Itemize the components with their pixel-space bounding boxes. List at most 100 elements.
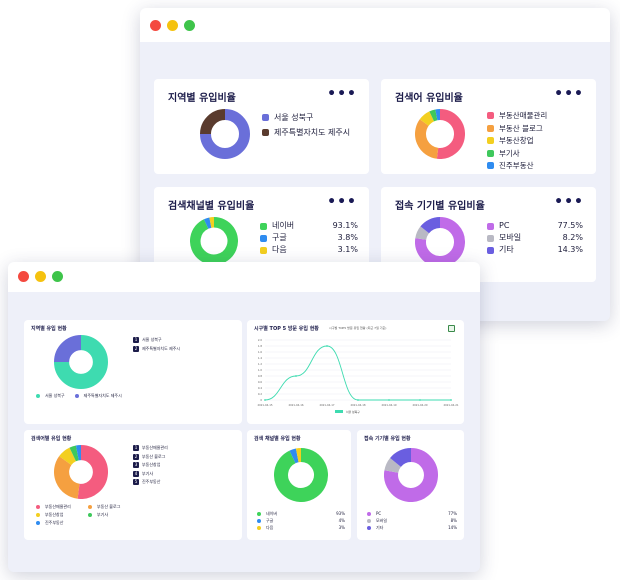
donut-slice (77, 445, 108, 499)
legend-swatch (487, 112, 494, 120)
legend-item: 서울 성북구 (36, 393, 65, 399)
legend-item: 구글 3.8% (260, 232, 358, 244)
legend-swatch (487, 222, 494, 230)
data-point[interactable] (326, 345, 328, 347)
legend-item: 기타 14.3% (487, 244, 583, 256)
donut-slice (415, 119, 439, 159)
card-title: 검색어 유입비율 (395, 93, 463, 104)
legend-label: 진주부동산 (499, 161, 534, 170)
export-icon[interactable] (448, 325, 455, 332)
legend-swatch (262, 114, 269, 121)
legend-swatch (487, 124, 494, 132)
visit-line-chart: 0 0.2 0.4 0.6 0.8 1.0 1.2 1.4 1.6 1.8 2.0 2021-04-1… (257, 338, 458, 414)
rank-label: 부동산창업 (142, 462, 161, 467)
legend-swatch (260, 234, 267, 242)
legend-swatch (36, 513, 40, 517)
legend-label: 구글 (272, 233, 287, 242)
legend-swatch (88, 513, 92, 517)
data-point[interactable] (388, 399, 390, 401)
close-dot[interactable] (18, 271, 29, 282)
more-menu-icon[interactable]: ••• (327, 194, 357, 210)
donut-slice (200, 109, 250, 159)
series-line (264, 345, 451, 401)
more-menu-icon[interactable]: ••• (327, 86, 357, 102)
legend-label: 부동산 블로그 (499, 123, 543, 133)
data-point[interactable] (357, 399, 359, 401)
donut-slice (419, 111, 435, 127)
donut-slice (54, 335, 82, 363)
region-ratio-card: 지역별 유입비율 ••• 서울 성북구 제주특별자치도 제주시 (154, 79, 369, 174)
legend-swatch (367, 511, 371, 516)
legend-swatch (257, 511, 261, 516)
maximize-dot[interactable] (184, 20, 195, 31)
y-tick-label: 0.6 (258, 380, 262, 384)
legend-item: 부동산 블로그 (487, 123, 547, 135)
legend-label: 부기사 (97, 512, 109, 517)
rank-label: 제주특별자치도 제주시 (142, 346, 181, 351)
legend-label: 부동산창업 (45, 512, 64, 517)
legend-swatch (335, 410, 343, 413)
legend-label: 진주부동산 (45, 520, 64, 525)
donut-slice (54, 335, 108, 389)
title-bar (140, 8, 610, 42)
legend-item: 다음 3.1% (260, 244, 358, 256)
maximize-dot[interactable] (52, 271, 63, 282)
card-title: 시구별 TOP 5 방문 유입 현황 (254, 326, 319, 332)
legend-item: 모바일 8.2% (487, 232, 583, 244)
data-point[interactable] (419, 399, 421, 401)
search-term-donut-chart (415, 109, 465, 159)
x-tick-label: 2021-04-18 (350, 403, 365, 407)
legend-item: PC 77% (367, 510, 457, 517)
region-status-card: 지역별 유입 현황 1 서울 성북구 2 제주특별자치도 제주시 서울 성북구 제주특별… (24, 320, 242, 424)
data-point[interactable] (295, 375, 297, 377)
legend-label: 부동산매물관리 (499, 111, 548, 120)
donut-slice (384, 457, 402, 474)
legend-item: 기타 14% (367, 524, 457, 531)
legend-label: 제주특별자치도 제주시 (274, 128, 351, 137)
donut-slice (420, 217, 441, 234)
minimize-dot[interactable] (167, 20, 178, 31)
region-rank-list: 1 서울 성북구 2 제주특별자치도 제주시 (133, 335, 180, 353)
legend-swatch (260, 246, 267, 254)
legend-label: 부동산창업 (499, 136, 534, 145)
legend-label: PC (499, 221, 510, 230)
legend-swatch (262, 129, 269, 136)
y-tick-label: 0.4 (258, 386, 262, 390)
close-dot[interactable] (150, 20, 161, 31)
legend-value: 77% (448, 511, 457, 516)
line-chart-card: 시구별 TOP 5 방문 유입 현황 시구별 TOP5 방문 유입 현황 (최근… (247, 320, 464, 424)
more-menu-icon[interactable]: ••• (554, 194, 584, 210)
legend-item: 네이버 93% (257, 510, 345, 517)
data-point[interactable] (450, 399, 452, 401)
legend-item: 부동산매물관리 (36, 504, 88, 510)
device-legend: PC 77.5% 모바일 8.2% 기타 14.3% (487, 220, 583, 256)
legend-swatch (74, 394, 79, 398)
legend-item: 진주부동산 (487, 160, 547, 172)
rank-label: 부동산 블로그 (142, 453, 166, 459)
legend-value: 14.3% (557, 245, 583, 254)
legend-swatch (367, 518, 371, 523)
rank-label: 부기사 (142, 470, 154, 476)
data-point[interactable] (264, 399, 266, 401)
search-channel-legend: 네이버 93% 구글 4% 다음 3% (257, 510, 345, 531)
legend-swatch (36, 394, 40, 398)
device-status-card: 접속 기기별 유입 현황 PC 77% 모바일 8% 기타 14% (357, 430, 464, 540)
donut-slice (415, 226, 430, 241)
rank-item: 2 부동산 블로그 (133, 453, 168, 462)
legend-label: 부기사 (499, 148, 520, 158)
rank-item: 4 부기사 (133, 470, 168, 479)
rank-label: 진주부동산 (142, 479, 161, 484)
minimize-dot[interactable] (35, 271, 46, 282)
device-ratio-card: 접속 기기별 유입비율 ••• PC 77.5% 모바일 8.2% 기타 14.3% (381, 187, 596, 282)
y-tick-label: 0.2 (258, 392, 262, 396)
more-menu-icon[interactable]: ••• (554, 86, 584, 102)
legend-label: 서울 성북구 (274, 113, 314, 122)
legend-label: 부동산 블로그 (97, 504, 121, 509)
chart-note: 시구별 TOP5 방문 유입 현황 (최근 7일 기준) (329, 326, 387, 330)
donut-slice (59, 447, 77, 466)
rank-item: 1 부동산매물관리 (133, 444, 168, 453)
y-tick-label: 0.8 (258, 374, 262, 378)
card-title: 검색채널별 유입비율 (168, 201, 255, 212)
legend-label: 구글 (266, 518, 274, 523)
